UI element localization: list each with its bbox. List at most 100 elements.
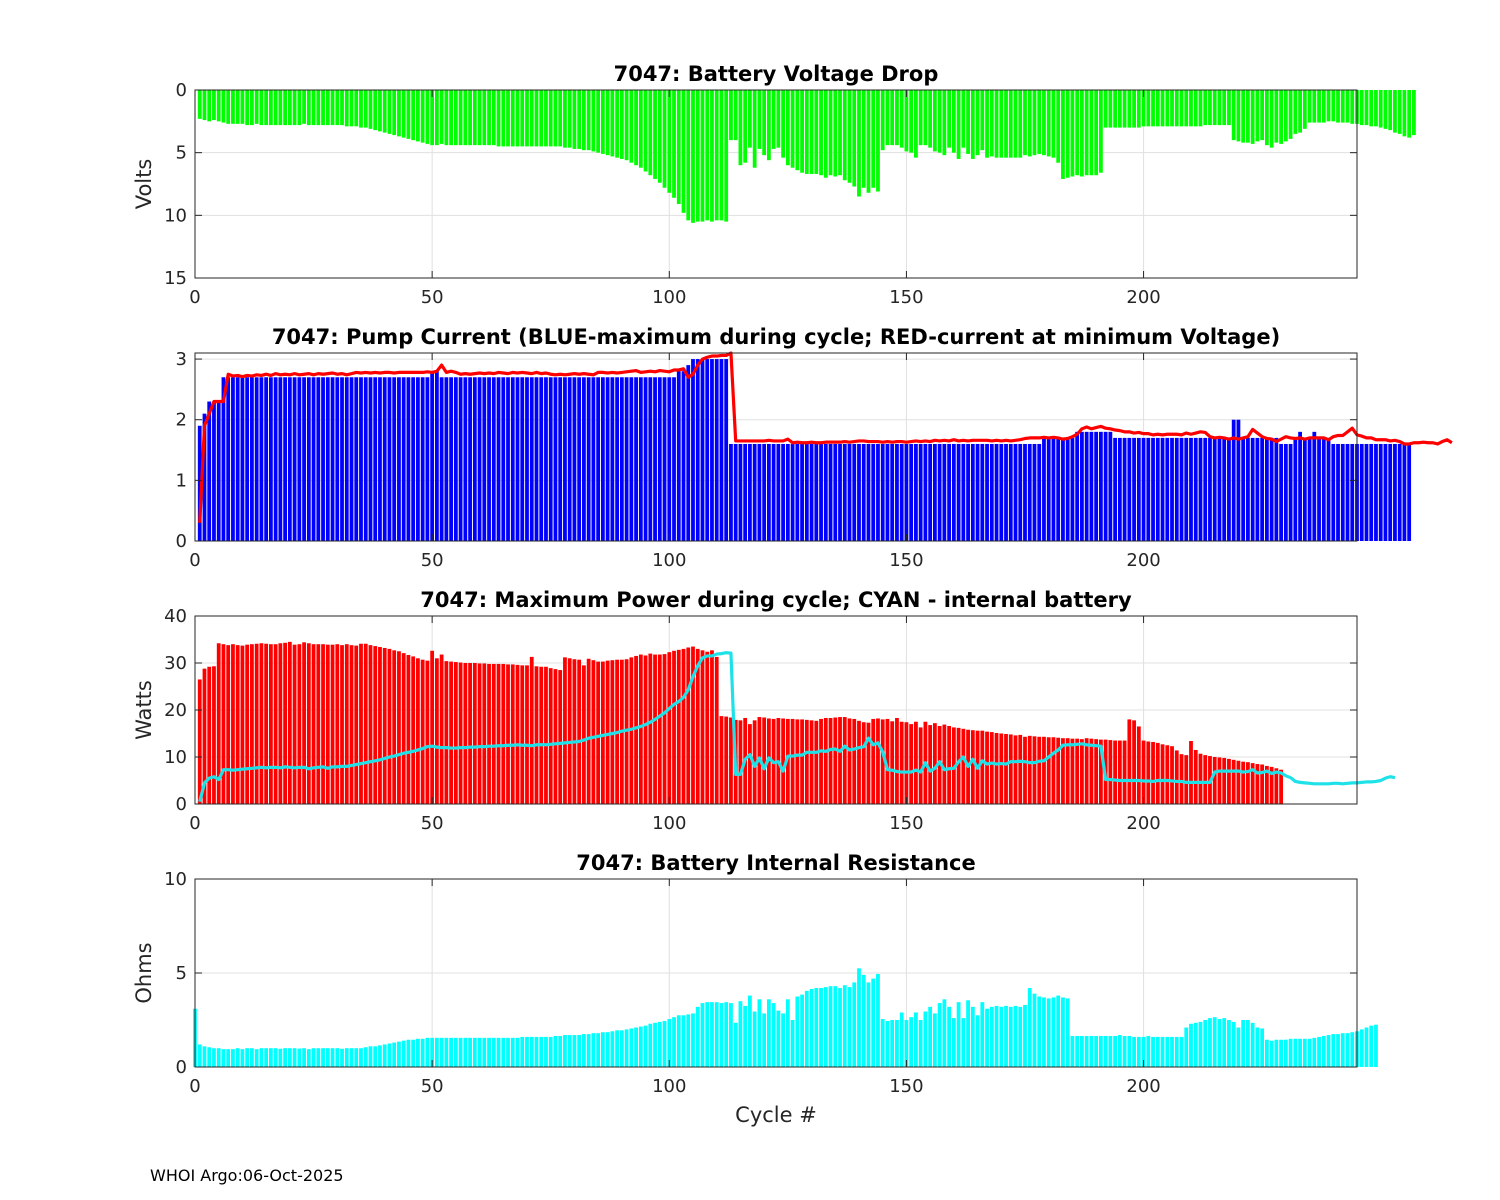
current-bar (434, 371, 439, 541)
resistance-bar (691, 1013, 695, 1067)
power-bar (1155, 742, 1160, 804)
current-bar (1008, 443, 1013, 541)
power-bar (477, 663, 482, 804)
current-bar (392, 377, 397, 541)
current-bar (966, 443, 970, 541)
resistance-bar (501, 1037, 506, 1067)
resistance-bar (596, 1033, 601, 1067)
resistance-bar (1141, 1036, 1146, 1067)
voltage-bar (292, 90, 297, 126)
resistance-bar (582, 1034, 586, 1067)
power-bar (359, 643, 363, 804)
current-bar (582, 377, 586, 541)
voltage-bar (700, 90, 705, 222)
current-bar (250, 377, 254, 541)
resistance-bar (961, 1018, 966, 1067)
current-bar (1065, 437, 1070, 541)
resistance-bar (1070, 1035, 1075, 1067)
voltage-bar (842, 90, 847, 181)
power-bar (1141, 740, 1146, 804)
current-bar (819, 443, 823, 541)
resistance-bar (1302, 1038, 1307, 1067)
current-bar (1359, 443, 1364, 541)
current-bar (1155, 437, 1160, 541)
voltage-bar (1402, 90, 1407, 137)
power-bar (567, 658, 572, 804)
current-bar (672, 377, 676, 541)
voltage-bar (1113, 90, 1118, 128)
current-bar (795, 443, 800, 541)
voltage-bar (1345, 90, 1350, 123)
resistance-bar (529, 1036, 534, 1067)
power-bar (268, 644, 273, 804)
current-bar (577, 377, 582, 541)
power-bar (572, 659, 577, 804)
voltage-bar (1032, 90, 1037, 156)
current-bar (1383, 443, 1388, 541)
current-bar (1070, 437, 1075, 541)
current-bar (397, 377, 401, 541)
current-bar (558, 377, 563, 541)
power-bar (1146, 741, 1151, 804)
footer-stamp: WHOI Argo:06-Oct-2025 (150, 1166, 344, 1185)
power-bar (577, 659, 582, 804)
voltage-y-axis-label: Volts (132, 159, 156, 210)
power-bar (287, 641, 292, 804)
voltage-bar (724, 90, 729, 222)
resistance-bar (752, 1011, 757, 1067)
current-bar (876, 443, 880, 541)
current-bar (368, 377, 373, 541)
power-bar (1032, 736, 1037, 804)
power-bar (980, 730, 985, 804)
current-bar (1198, 437, 1203, 541)
current-bar (444, 377, 449, 541)
voltage-bar (785, 90, 790, 166)
voltage-bar (1089, 90, 1094, 176)
power-bar (876, 718, 880, 804)
resistance-bar (1179, 1036, 1184, 1067)
current-bar (1165, 437, 1170, 541)
x-tick-label: 150 (889, 550, 923, 571)
current-bar (292, 377, 297, 541)
current-bar (890, 443, 895, 541)
power-bar (1056, 737, 1061, 804)
current-bar (453, 377, 458, 541)
power-bar (828, 717, 833, 804)
resistance-x-axis-label: Cycle # (735, 1103, 817, 1127)
resistance-bar (340, 1048, 344, 1067)
current-bar (999, 443, 1004, 541)
power-bar (311, 644, 316, 804)
resistance-bar (828, 986, 833, 1067)
resistance-bar (1260, 1028, 1265, 1067)
resistance-bar (311, 1048, 316, 1067)
power-bar (795, 719, 800, 804)
power-bar (762, 717, 767, 804)
resistance-bar (847, 987, 852, 1067)
voltage-bar (529, 90, 534, 147)
current-bar (667, 377, 672, 541)
current-bar (297, 377, 302, 541)
power-bar (710, 650, 714, 804)
power-bar (250, 644, 254, 804)
x-tick-label: 200 (1126, 813, 1160, 834)
x-tick-label: 200 (1126, 1076, 1160, 1097)
current-bar (989, 443, 994, 541)
resistance-bar (653, 1022, 657, 1067)
current-line-series (198, 351, 1453, 523)
power-bar (591, 660, 596, 804)
current-bar (1340, 443, 1345, 541)
resistance-bar (1018, 1006, 1023, 1067)
power-bar (596, 661, 601, 804)
power-bar (1222, 757, 1227, 804)
power-bar (724, 716, 729, 804)
resistance-bar (1298, 1038, 1302, 1067)
voltage-bar (577, 90, 582, 149)
voltage-bar (1208, 90, 1212, 126)
x-tick-label: 100 (652, 1076, 686, 1097)
voltage-bar (354, 90, 359, 127)
current-bar (216, 401, 221, 541)
power-bar (397, 651, 401, 804)
voltage-bar (662, 90, 667, 188)
resistance-bar (1198, 1021, 1203, 1067)
voltage-bar (1165, 90, 1170, 127)
